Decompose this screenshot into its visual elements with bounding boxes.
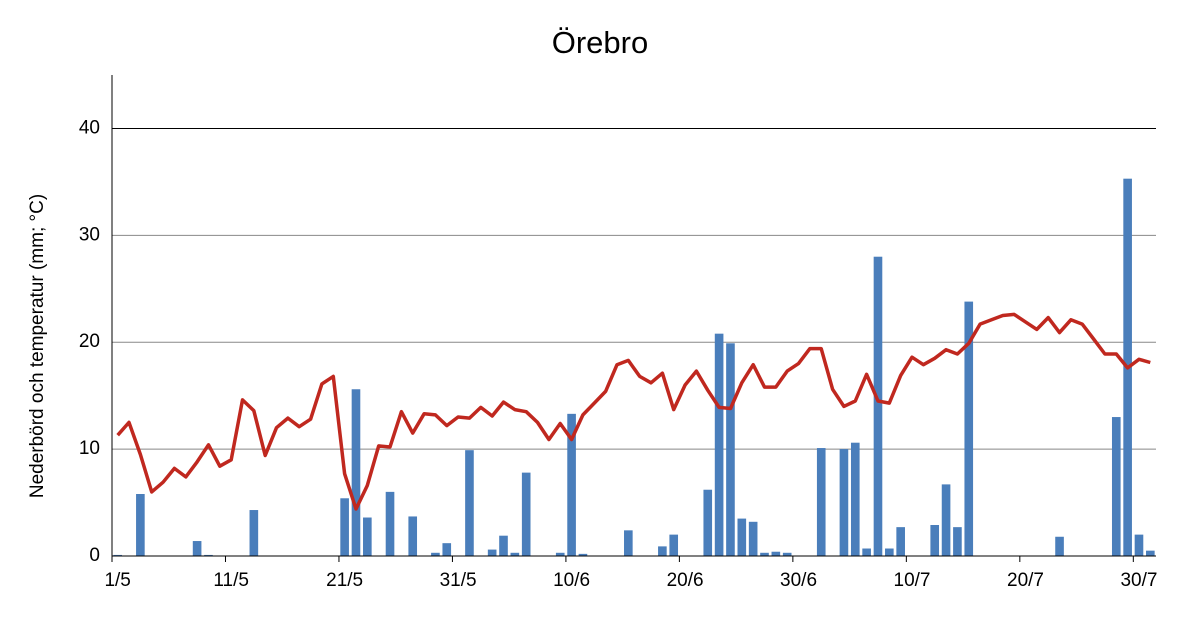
bar <box>964 301 974 556</box>
bar <box>499 535 508 556</box>
bar <box>465 450 474 556</box>
x-tick-label: 11/5 <box>213 570 249 591</box>
bar <box>703 489 713 556</box>
bar <box>873 256 883 556</box>
bar <box>113 554 122 556</box>
temperature-line <box>116 312 1151 511</box>
x-tick-label: 1/5 <box>104 570 130 591</box>
bar <box>487 549 497 556</box>
bar <box>1055 536 1064 556</box>
bar <box>567 413 576 556</box>
bar <box>862 548 871 556</box>
y-tick-label: 20 <box>79 331 100 352</box>
bar <box>737 518 747 556</box>
bar <box>748 521 758 556</box>
bar <box>726 343 735 556</box>
x-tick-label: 21/5 <box>326 570 363 591</box>
bar <box>340 498 349 556</box>
bar <box>363 517 372 556</box>
y-tick-label: 30 <box>79 224 100 245</box>
bar <box>442 543 452 556</box>
x-tick-label: 10/7 <box>894 570 931 591</box>
y-tick-label: 10 <box>79 438 100 459</box>
x-tick-label: 30/7 <box>1120 570 1157 591</box>
bar <box>1146 550 1155 556</box>
bar <box>771 551 781 556</box>
x-tick-label: 20/6 <box>667 570 704 591</box>
bar <box>555 552 565 556</box>
bar <box>896 527 905 556</box>
chart-title: Örebro <box>552 25 648 60</box>
bar <box>204 554 213 556</box>
bar <box>578 553 588 556</box>
bar <box>192 541 202 556</box>
bar <box>839 449 849 556</box>
bar <box>431 552 440 556</box>
x-tick-label: 10/6 <box>553 570 590 591</box>
bar <box>941 484 951 556</box>
bar <box>850 442 860 556</box>
bar <box>351 389 361 556</box>
bar <box>816 448 826 556</box>
bar <box>885 548 894 556</box>
bar <box>408 516 418 556</box>
x-tick-label: 20/7 <box>1007 570 1044 591</box>
y-tick-label: 0 <box>89 545 100 566</box>
bar <box>669 534 679 556</box>
bar <box>760 552 769 556</box>
bar <box>930 525 940 556</box>
y-axis-label: Nederbörd och temperatur (mm; °C) <box>27 194 48 498</box>
bar <box>624 530 633 556</box>
bar <box>658 546 667 556</box>
x-tick-label: 31/5 <box>440 570 477 591</box>
bar <box>714 333 724 556</box>
bar <box>249 510 259 556</box>
y-tick-label: 40 <box>79 117 100 138</box>
bar <box>521 472 531 556</box>
bar <box>510 552 520 556</box>
bar <box>953 527 962 556</box>
x-tick-label: 30/6 <box>780 570 817 591</box>
bar <box>136 494 145 556</box>
bar <box>782 552 792 556</box>
bar <box>1111 417 1121 556</box>
bar <box>385 491 395 556</box>
bar <box>1134 534 1144 556</box>
